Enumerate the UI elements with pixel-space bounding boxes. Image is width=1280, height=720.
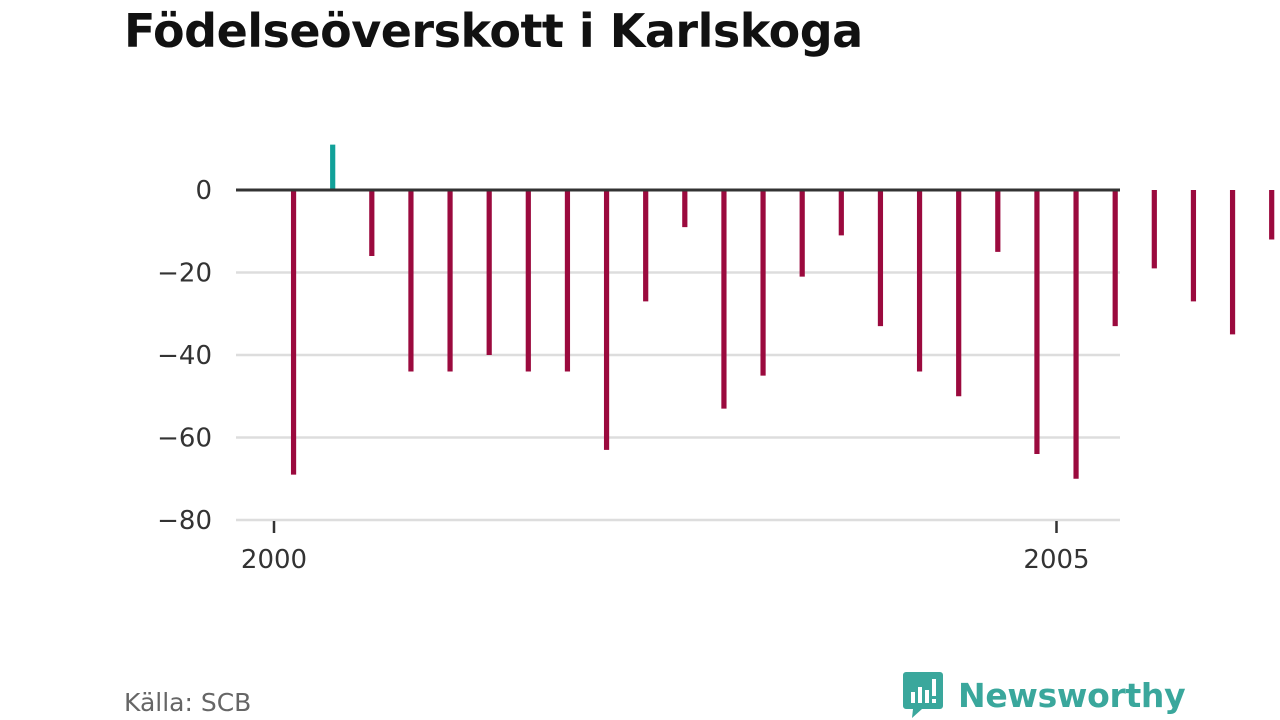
gridlines	[236, 271, 1120, 522]
bar	[916, 190, 923, 372]
bar	[799, 190, 805, 277]
brand-logo: Newsworthy	[902, 670, 1186, 720]
bar	[1190, 190, 1197, 302]
chart-title: Födelseöverskott i Karlskoga	[124, 4, 863, 58]
y-tick-label: −60	[157, 424, 212, 454]
axes: 0−20−40−60−80200020052010201520202025	[157, 176, 1120, 575]
bar	[1112, 190, 1118, 327]
bar	[1034, 190, 1040, 454]
y-tick-label: −40	[157, 341, 212, 371]
bar	[995, 190, 1001, 252]
bar	[956, 190, 962, 397]
bar	[643, 190, 649, 302]
bar	[1229, 190, 1236, 335]
x-tick-label: 2000	[241, 545, 307, 575]
bar	[603, 190, 610, 450]
bar	[838, 190, 844, 236]
bar	[369, 190, 375, 256]
bar	[721, 190, 727, 409]
y-tick-label: 0	[195, 176, 212, 206]
x-tick-label: 2005	[1023, 545, 1089, 575]
bars	[290, 144, 1275, 479]
bar	[564, 190, 571, 372]
y-tick-label: −20	[157, 259, 212, 289]
bar	[682, 190, 688, 228]
bar	[408, 190, 414, 372]
bar	[1151, 190, 1157, 269]
bar	[290, 190, 297, 475]
y-tick-label: −80	[157, 506, 212, 536]
bar	[760, 190, 766, 376]
bar	[447, 190, 453, 372]
bar	[330, 144, 336, 191]
bar	[1269, 190, 1275, 240]
source-note: Källa: SCB	[124, 688, 252, 717]
newsworthy-logo-icon	[903, 672, 943, 718]
bar-chart: 0−20−40−60−80200020052010201520202025	[157, 144, 1275, 575]
bar	[877, 190, 884, 327]
bar	[1073, 190, 1079, 479]
bar	[486, 190, 492, 355]
brand-name: Newsworthy	[958, 675, 1186, 715]
bar	[525, 190, 531, 372]
